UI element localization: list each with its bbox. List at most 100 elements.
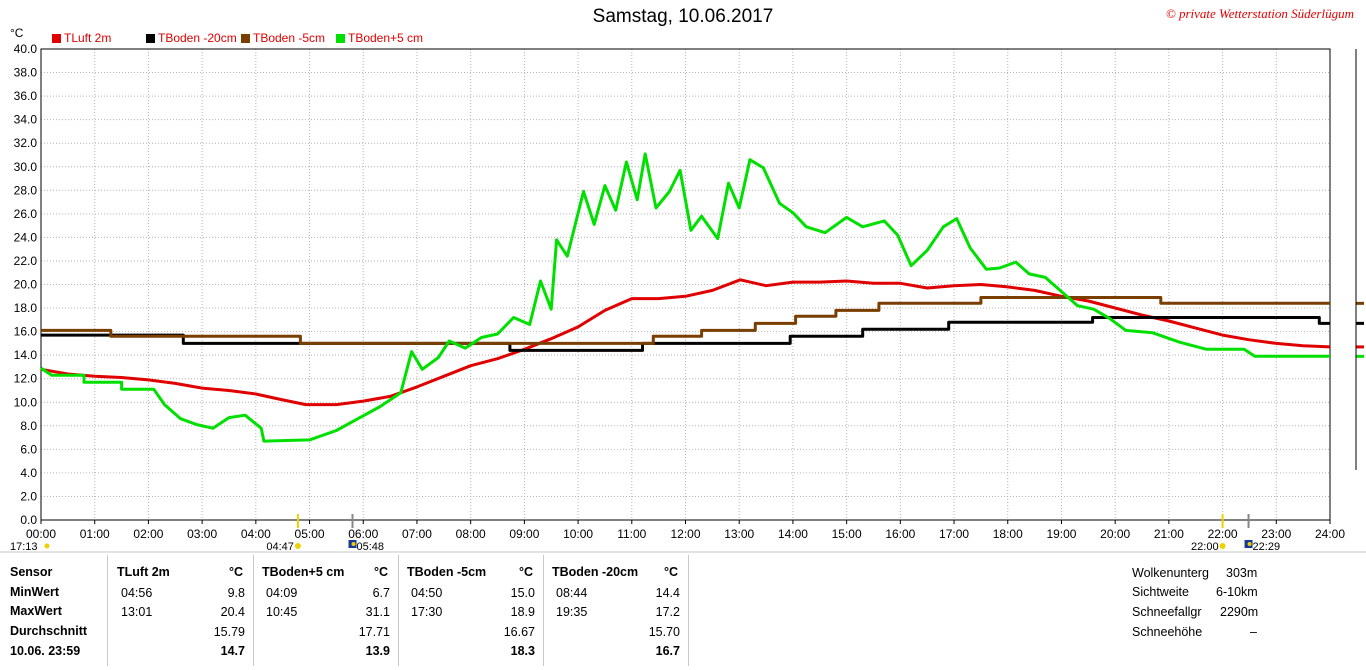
legend-item-tluft: TLuft 2m [52, 31, 111, 45]
row-label-max: MaxWert [10, 604, 62, 618]
y-tick-label: 6.0 [20, 442, 37, 456]
legend-label: TBoden+5 cm [348, 31, 424, 45]
y-tick-label: 2.0 [20, 489, 37, 503]
stats-table: Sensor MinWert MaxWert Durchschnitt 10.0… [0, 553, 1366, 670]
y-tick-label: 14.0 [14, 348, 38, 362]
avg-value: 15.79 [213, 625, 245, 639]
row-label-avg: Durchschnitt [10, 624, 88, 638]
unit-label: °C [519, 565, 534, 579]
extra-value: 2290m [1220, 605, 1259, 619]
y-tick-label: 20.0 [14, 278, 38, 292]
temperature-chart: 0.0 2.0 4.0 6.0 8.0 10.0 12.0 14.0 16.0 18.0 20.0 2… [0, 26, 1366, 553]
x-tick-label: 19:00 [1046, 527, 1076, 541]
start-time-label: 17:13 [10, 541, 38, 553]
y-tick-label: 0.0 [20, 513, 37, 527]
current-value: 14.7 [220, 644, 245, 658]
copyright-note: © private Wetterstation Süderlügum [1165, 6, 1354, 21]
x-tick-label: 05:00 [295, 527, 325, 541]
x-tick-label: 20:00 [1100, 527, 1130, 541]
avg-value: 17.71 [358, 625, 390, 639]
y-tick-label: 36.0 [14, 89, 38, 103]
y-tick-label: 26.0 [14, 207, 38, 221]
moonset-icon-dot [1247, 542, 1252, 546]
max-value: 20.4 [220, 605, 245, 619]
x-tick-label: 10:00 [563, 527, 593, 541]
x-tick-label: 03:00 [187, 527, 217, 541]
min-value: 6.7 [372, 586, 390, 600]
divider [253, 555, 254, 666]
legend-item-tboden-5: TBoden -5cm [241, 31, 325, 45]
y-tick-label: 18.0 [14, 301, 38, 315]
x-tick-label: 01:00 [80, 527, 110, 541]
legend-swatch [146, 34, 155, 43]
divider [398, 555, 399, 666]
x-tick-label: 23:00 [1261, 527, 1291, 541]
current-value: 18.3 [510, 644, 535, 658]
sunrise-icon [294, 543, 301, 549]
max-time: 13:01 [121, 605, 153, 619]
x-tick-label: 18:00 [993, 527, 1023, 541]
divider [107, 555, 108, 666]
legend-item-tboden+5: TBoden+5 cm [336, 31, 423, 45]
max-time: 17:30 [411, 605, 443, 619]
x-tick-label: 00:00 [26, 527, 56, 541]
unit-label: °C [664, 565, 679, 579]
y-unit-label: °C [10, 26, 24, 40]
min-time: 04:09 [266, 586, 298, 600]
row-label-current: 10.06. 23:59 [10, 644, 81, 658]
sunset-icon [1219, 543, 1226, 549]
x-tick-label: 24:00 [1315, 527, 1345, 541]
avg-value: 16.67 [503, 625, 535, 639]
y-tick-label: 8.0 [20, 419, 37, 433]
y-tick-label: 4.0 [20, 466, 37, 480]
sunset-label: 22:00 [1191, 541, 1219, 553]
max-value: 17.2 [655, 605, 680, 619]
max-time: 19:35 [556, 605, 588, 619]
moonrise-label: 05:48 [357, 541, 385, 553]
y-tick-label: 16.0 [14, 325, 38, 339]
x-tick-label: 15:00 [832, 527, 862, 541]
legend-swatch [336, 34, 345, 43]
unit-label: °C [374, 565, 389, 579]
min-value: 14.4 [655, 586, 680, 600]
x-tick-label: 22:00 [1208, 527, 1238, 541]
sensor-name: TBoden+5 cm [262, 565, 345, 579]
plot-frame [40, 48, 1331, 521]
legend-item-tboden-20: TBoden -20cm [146, 31, 237, 45]
moonset-label: 22:29 [1253, 541, 1281, 553]
x-tick-label: 02:00 [133, 527, 163, 541]
min-value: 9.8 [227, 586, 245, 600]
max-value: 31.1 [365, 605, 390, 619]
start-sun-icon [44, 543, 50, 549]
y-tick-label: 22.0 [14, 254, 38, 268]
legend-label: TLuft 2m [64, 31, 112, 45]
extra-label: Schneehöhe [1132, 625, 1203, 639]
extra-value: – [1250, 625, 1257, 639]
x-tick-label: 08:00 [456, 527, 486, 541]
x-tick-label: 06:00 [348, 527, 378, 541]
y-tick-label: 10.0 [14, 395, 38, 409]
max-time: 10:45 [266, 605, 298, 619]
series-line-3 [40, 152, 1330, 443]
x-tick-label: 11:00 [617, 527, 646, 541]
y-tick-label: 24.0 [14, 230, 38, 244]
chart-title: Samstag, 10.06.2017 [592, 6, 774, 27]
y-tick-label: 34.0 [14, 113, 38, 127]
legend-label: TBoden -20cm [158, 31, 237, 45]
y-tick-label: 32.0 [14, 136, 38, 150]
divider [543, 555, 544, 666]
y-tick-label: 28.0 [14, 183, 38, 197]
divider [688, 555, 689, 666]
current-value: 16.7 [655, 644, 680, 658]
extra-value: 6-10km [1216, 585, 1258, 599]
min-value: 15.0 [510, 586, 535, 600]
y-tick-label: 30.0 [14, 160, 38, 174]
extra-label: Schneefallgr [1132, 605, 1202, 619]
avg-value: 15.70 [648, 625, 680, 639]
unit-label: °C [229, 565, 244, 579]
extra-value: 303m [1226, 566, 1258, 580]
series-line-2 [41, 296, 1330, 345]
extra-label: Sichtweite [1132, 585, 1189, 599]
x-tick-label: 13:00 [724, 527, 754, 541]
current-value: 13.9 [365, 644, 390, 658]
